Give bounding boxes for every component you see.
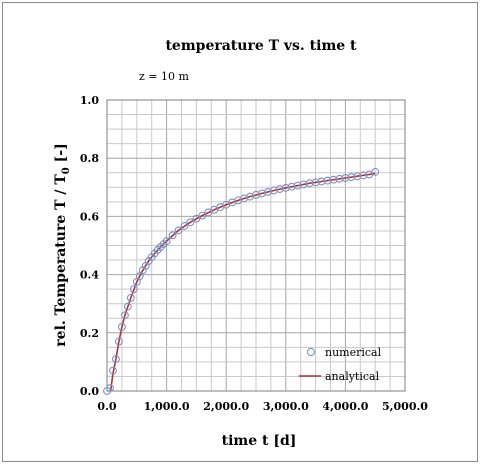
y-tick-label: 0.2 bbox=[80, 327, 99, 340]
numerical-point bbox=[192, 214, 201, 223]
y-axis-label: rel. Temperature T / T0 [-] bbox=[53, 143, 72, 346]
numerical-point bbox=[186, 218, 195, 227]
numerical-point bbox=[117, 323, 126, 331]
x-tick-label: 2,000.0 bbox=[203, 400, 249, 413]
chart-frame: temperature T vs. time t z = 10 m 0.0 1,0… bbox=[2, 2, 478, 462]
numerical-point bbox=[335, 174, 344, 183]
y-tick-label: 0.0 bbox=[80, 385, 99, 398]
numerical-point bbox=[198, 211, 207, 220]
numerical-point bbox=[120, 311, 129, 320]
x-tick-labels: 0.0 1,000.0 2,000.0 3,000.0 4,000.0 5,000.0 bbox=[97, 400, 428, 413]
y-tick-label: 0.8 bbox=[80, 152, 99, 165]
numerical-point bbox=[126, 293, 135, 302]
numerical-point bbox=[371, 167, 380, 176]
numerical-point bbox=[323, 176, 332, 185]
numerical-point bbox=[281, 183, 290, 192]
numerical-point bbox=[341, 174, 350, 182]
numerical-point bbox=[263, 188, 272, 196]
numerical-point bbox=[293, 181, 302, 190]
numerical-point bbox=[275, 185, 284, 193]
numerical-point bbox=[129, 285, 138, 294]
y-tick-labels: 0.0 0.2 0.4 0.6 0.8 1.0 bbox=[80, 94, 99, 398]
series-numerical bbox=[103, 167, 380, 395]
x-axis-label: time t [d] bbox=[222, 433, 297, 449]
numerical-point bbox=[287, 182, 296, 191]
numerical-point bbox=[311, 178, 320, 187]
chart-subtitle: z = 10 m bbox=[139, 70, 189, 83]
y-axis-label-unit: [-] bbox=[53, 143, 69, 167]
legend-marker-numerical bbox=[306, 347, 316, 357]
numerical-point bbox=[111, 355, 120, 363]
x-tick-label: 5,000.0 bbox=[382, 400, 428, 413]
y-axis-label-main: rel. Temperature T / T bbox=[53, 174, 69, 347]
legend-label-numerical: numerical bbox=[325, 346, 382, 359]
numerical-point bbox=[258, 189, 266, 198]
chart-title: temperature T vs. time t bbox=[165, 38, 357, 54]
numerical-point bbox=[123, 302, 132, 311]
x-tick-label: 3,000.0 bbox=[263, 400, 309, 413]
x-tick-label: 0.0 bbox=[97, 400, 116, 413]
grid bbox=[107, 100, 405, 391]
numerical-point bbox=[269, 186, 278, 195]
legend-label-analytical: analytical bbox=[325, 370, 380, 383]
y-tick-label: 1.0 bbox=[80, 94, 99, 107]
numerical-point bbox=[252, 190, 260, 199]
numerical-point bbox=[347, 173, 356, 182]
y-tick-label: 0.4 bbox=[80, 269, 99, 282]
numerical-point bbox=[168, 231, 177, 240]
numerical-point bbox=[114, 337, 123, 346]
legend: numerical analytical bbox=[299, 346, 382, 383]
y-tick-label: 0.6 bbox=[80, 210, 99, 223]
numerical-point bbox=[106, 384, 114, 393]
numerical-point bbox=[353, 172, 362, 181]
plot-area-border bbox=[106, 99, 406, 392]
numerical-point bbox=[162, 237, 171, 246]
numerical-point bbox=[317, 177, 326, 186]
analytical-line bbox=[109, 172, 376, 392]
x-tick-label: 4,000.0 bbox=[322, 400, 368, 413]
numerical-point bbox=[180, 222, 189, 230]
series-analytical bbox=[109, 172, 376, 392]
numerical-point bbox=[109, 366, 117, 375]
chart: temperature T vs. time t z = 10 m 0.0 1,0… bbox=[53, 38, 428, 449]
numerical-point bbox=[299, 180, 308, 189]
numerical-point bbox=[329, 175, 338, 184]
numerical-point bbox=[359, 171, 368, 180]
numerical-point bbox=[174, 226, 183, 235]
y-axis-label-subscript: 0 bbox=[61, 167, 72, 174]
numerical-point bbox=[305, 179, 314, 188]
x-tick-label: 1,000.0 bbox=[144, 400, 190, 413]
